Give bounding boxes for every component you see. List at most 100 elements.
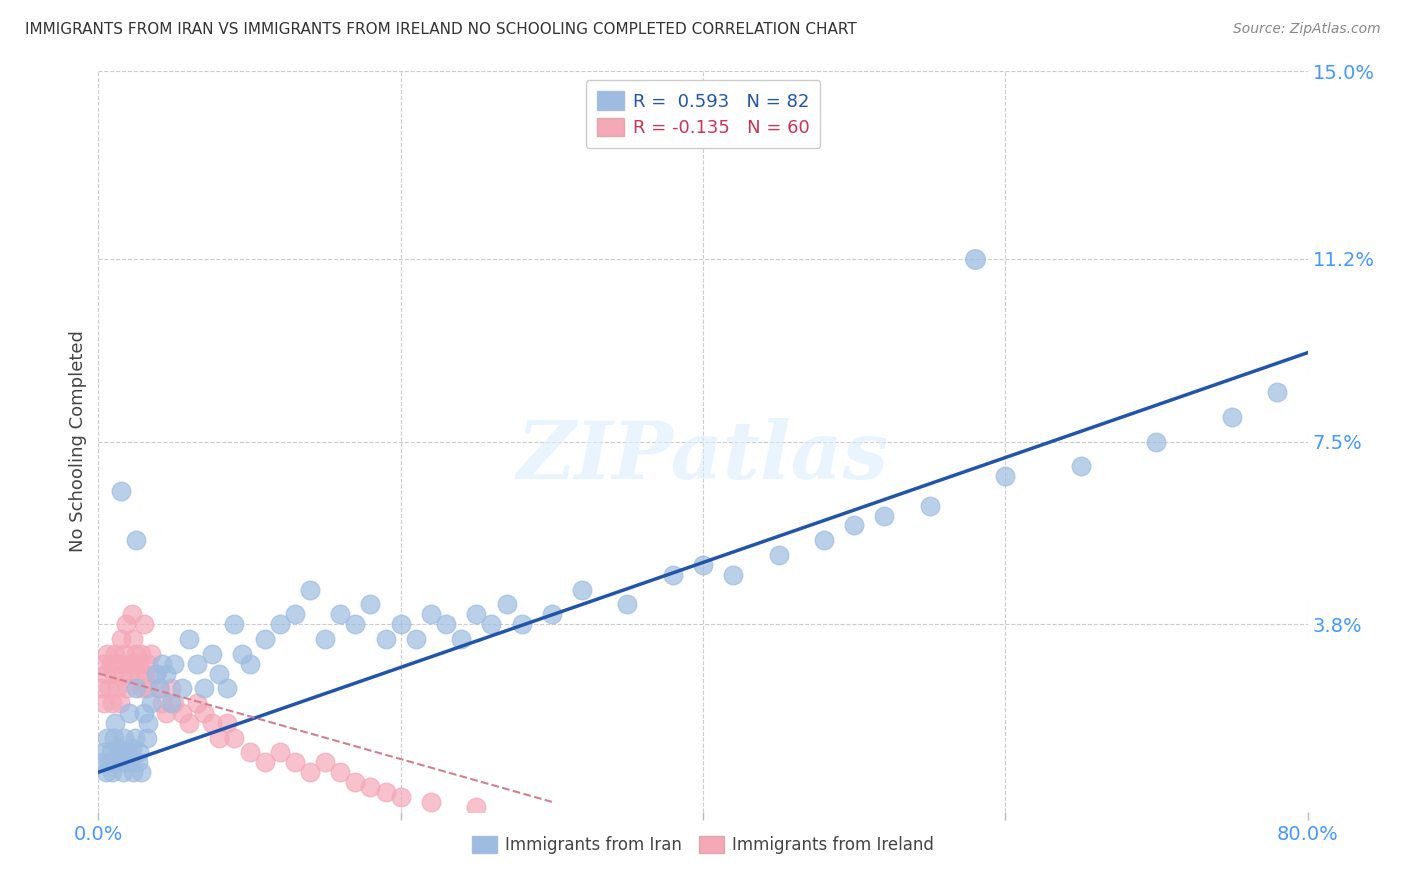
- Point: [253, 756, 276, 770]
- Point: [571, 582, 593, 597]
- Point: [96, 731, 118, 745]
- Point: [224, 617, 246, 632]
- Point: [360, 598, 382, 612]
- Point: [215, 681, 238, 696]
- Point: [132, 706, 155, 720]
- Point: [110, 746, 132, 760]
- Point: [239, 657, 262, 671]
- Point: [141, 647, 163, 661]
- Point: [91, 657, 114, 671]
- Point: [104, 715, 127, 730]
- Point: [93, 746, 115, 760]
- Point: [141, 696, 163, 710]
- Point: [91, 756, 114, 770]
- Point: [120, 666, 142, 681]
- Point: [136, 715, 159, 730]
- Point: [135, 731, 157, 745]
- Point: [299, 582, 322, 597]
- Point: [269, 617, 291, 632]
- Point: [329, 607, 352, 622]
- Point: [107, 657, 129, 671]
- Point: [186, 657, 208, 671]
- Point: [118, 706, 141, 720]
- Point: [94, 765, 117, 780]
- Point: [127, 756, 149, 770]
- Point: [918, 499, 941, 513]
- Point: [155, 706, 177, 720]
- Point: [510, 617, 533, 632]
- Point: [90, 681, 112, 696]
- Point: [193, 706, 215, 720]
- Point: [389, 617, 412, 632]
- Point: [1267, 385, 1289, 400]
- Point: [231, 647, 253, 661]
- Point: [1070, 459, 1092, 474]
- Point: [145, 666, 167, 681]
- Point: [374, 632, 396, 646]
- Point: [450, 632, 472, 646]
- Text: IMMIGRANTS FROM IRAN VS IMMIGRANTS FROM IRELAND NO SCHOOLING COMPLETED CORRELATI: IMMIGRANTS FROM IRAN VS IMMIGRANTS FROM …: [25, 22, 858, 37]
- Point: [481, 617, 503, 632]
- Point: [100, 657, 122, 671]
- Point: [107, 740, 129, 755]
- Point: [125, 647, 148, 661]
- Point: [1144, 434, 1167, 449]
- Point: [405, 632, 427, 646]
- Point: [661, 567, 683, 582]
- Point: [110, 483, 132, 498]
- Point: [101, 696, 124, 710]
- Point: [148, 681, 170, 696]
- Point: [103, 731, 125, 745]
- Point: [124, 731, 146, 745]
- Point: [434, 617, 457, 632]
- Point: [111, 666, 134, 681]
- Point: [844, 518, 866, 533]
- Point: [965, 252, 987, 266]
- Point: [129, 647, 152, 661]
- Point: [420, 607, 443, 622]
- Point: [160, 696, 183, 710]
- Point: [253, 632, 276, 646]
- Point: [299, 765, 322, 780]
- Point: [104, 647, 127, 661]
- Point: [163, 696, 186, 710]
- Point: [93, 696, 115, 710]
- Point: [125, 533, 148, 548]
- Point: [389, 789, 412, 804]
- Point: [723, 567, 745, 582]
- Point: [374, 785, 396, 799]
- Point: [155, 666, 177, 681]
- Point: [314, 756, 336, 770]
- Point: [127, 666, 149, 681]
- Point: [540, 607, 562, 622]
- Point: [114, 756, 136, 770]
- Point: [813, 533, 835, 548]
- Point: [115, 681, 138, 696]
- Point: [994, 469, 1017, 483]
- Point: [122, 765, 145, 780]
- Point: [215, 715, 238, 730]
- Point: [148, 681, 170, 696]
- Point: [208, 666, 231, 681]
- Point: [150, 696, 173, 710]
- Point: [121, 740, 143, 755]
- Point: [616, 598, 638, 612]
- Point: [112, 647, 135, 661]
- Point: [495, 598, 517, 612]
- Point: [269, 746, 291, 760]
- Point: [465, 799, 488, 814]
- Point: [128, 657, 150, 671]
- Point: [118, 657, 141, 671]
- Point: [124, 657, 146, 671]
- Point: [110, 632, 132, 646]
- Point: [873, 508, 896, 523]
- Point: [239, 746, 262, 760]
- Point: [134, 666, 156, 681]
- Point: [170, 706, 193, 720]
- Point: [179, 715, 201, 730]
- Point: [128, 746, 150, 760]
- Point: [224, 731, 246, 745]
- Point: [131, 681, 153, 696]
- Point: [121, 607, 143, 622]
- Point: [96, 647, 118, 661]
